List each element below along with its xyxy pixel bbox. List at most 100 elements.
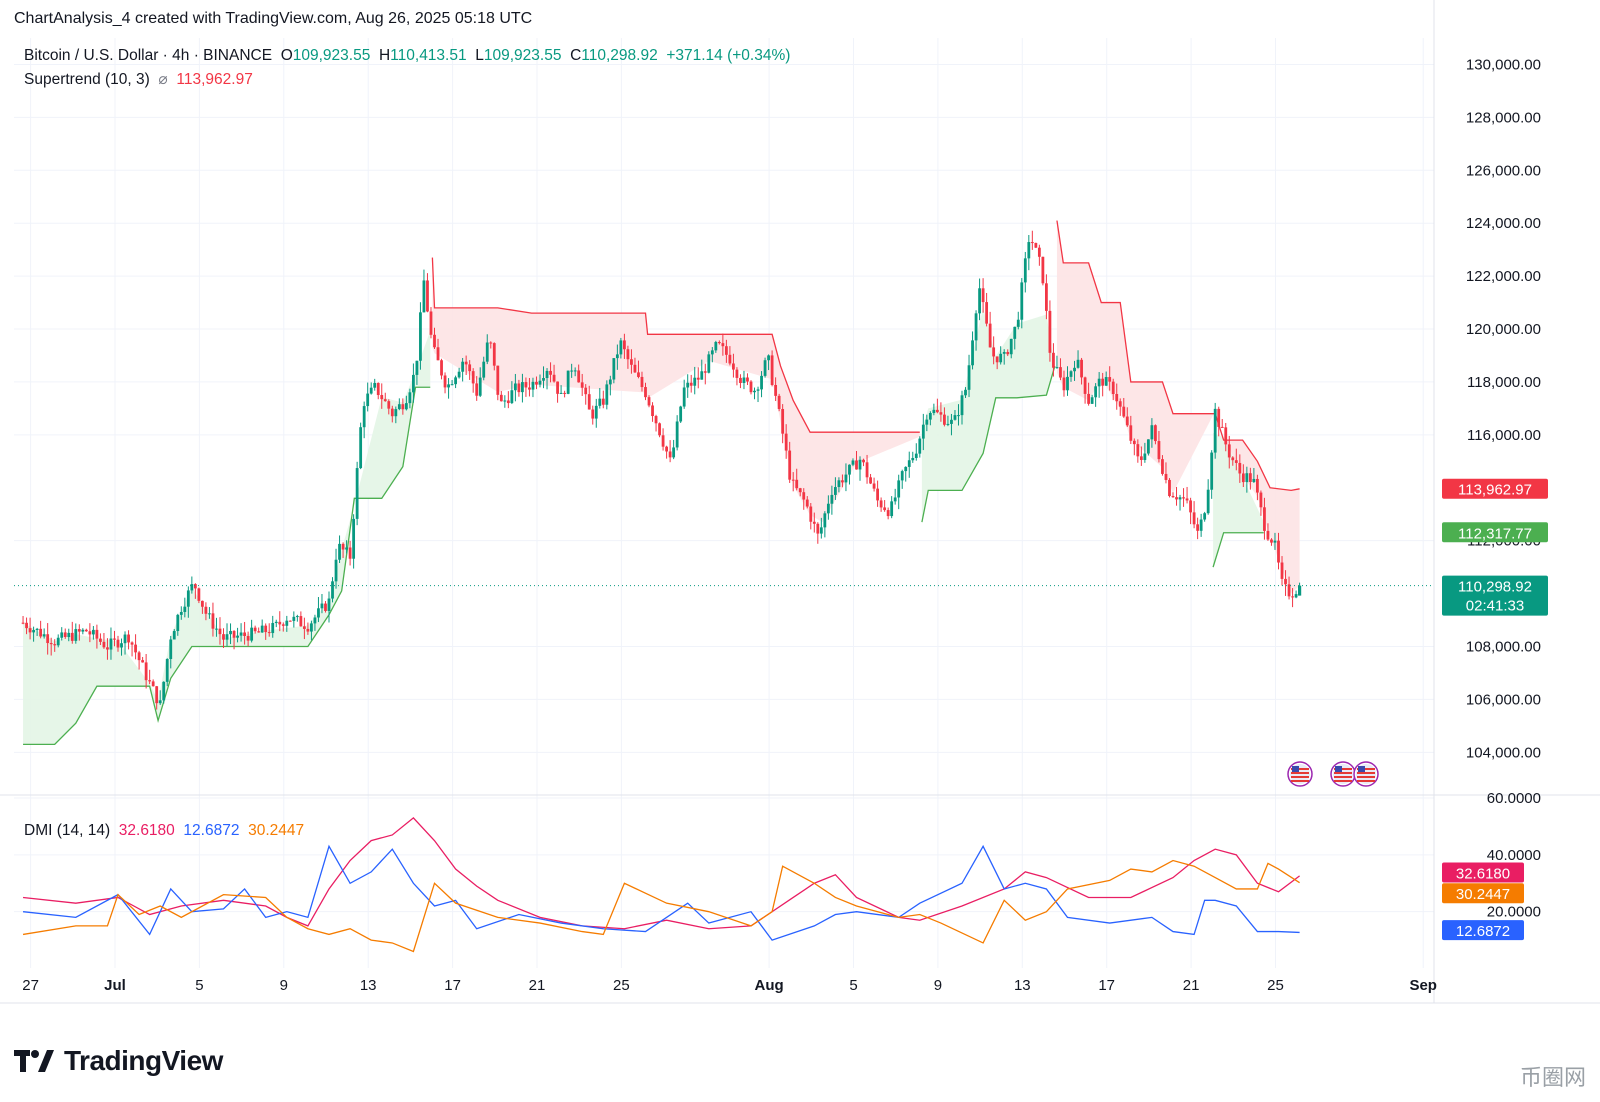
close-label: C	[570, 47, 582, 64]
candle-body	[1248, 473, 1252, 482]
candle-body	[1034, 242, 1038, 248]
time-tick-label: 21	[1183, 977, 1200, 994]
candle-body	[496, 365, 500, 395]
candle-body	[637, 372, 640, 377]
candle-body	[703, 371, 707, 373]
candle-body	[292, 616, 296, 621]
us-flag-icon[interactable]	[1330, 761, 1356, 787]
candle-body	[295, 616, 299, 618]
last-price-badge-bg	[1442, 575, 1548, 616]
candle-body	[710, 350, 714, 355]
candle-body	[397, 404, 401, 410]
candle-body	[1294, 594, 1298, 598]
candle-body	[753, 390, 756, 393]
candle-body	[1259, 492, 1263, 508]
candle-body	[1168, 479, 1171, 497]
candle-body	[1154, 425, 1157, 442]
candle-body	[950, 419, 953, 424]
candle-body	[422, 280, 426, 313]
event-flags[interactable]	[1287, 761, 1379, 787]
supertrend-line-segment	[1212, 532, 1264, 568]
candle-body	[573, 370, 577, 372]
candle-body	[1245, 473, 1249, 483]
candle-body	[876, 488, 879, 501]
candle-body	[211, 613, 215, 629]
candle-body	[798, 488, 802, 493]
dmi-label[interactable]: DMI (14, 14)	[24, 822, 111, 839]
candle-body	[1006, 351, 1010, 355]
candle-body	[545, 370, 549, 379]
symbol-name[interactable]: Bitcoin / U.S. Dollar · 4h · BINANCE	[24, 47, 273, 64]
candle-body	[563, 392, 567, 394]
candle-body	[862, 459, 865, 463]
candle-body	[964, 389, 967, 396]
time-tick-label: 25	[1267, 977, 1284, 994]
candle-body	[186, 590, 190, 607]
time-tick-label: Aug	[755, 977, 784, 994]
dmi-legend[interactable]: DMI (14, 14) 32.6180 12.6872 30.2447	[24, 822, 304, 840]
candle-body	[278, 621, 282, 625]
high-label: H	[378, 47, 391, 64]
candle-body	[447, 384, 450, 388]
tradingview-logo[interactable]: TradingView	[14, 1045, 223, 1077]
candle-body	[1298, 585, 1302, 596]
price-tick-label: 104,000.00	[1466, 744, 1541, 761]
candle-body	[302, 626, 306, 629]
supertrend-label[interactable]: Supertrend (10, 3)	[24, 71, 150, 88]
supertrend-legend[interactable]: Supertrend (10, 3) ⌀ 113,962.97	[24, 70, 253, 89]
candle-body	[197, 588, 201, 601]
candle-body	[1178, 497, 1182, 500]
adx-badge-bg	[1442, 883, 1524, 904]
candle-body	[1125, 416, 1129, 426]
candle-body	[686, 382, 690, 388]
candle-body	[1062, 377, 1066, 391]
candle-body	[454, 377, 457, 385]
candle-body	[921, 424, 925, 439]
candle-body	[907, 460, 911, 467]
dmi-series-line	[22, 844, 1300, 941]
candle-body	[1210, 452, 1214, 490]
candle-body	[426, 280, 429, 312]
candle-body	[513, 383, 517, 391]
low-label: L	[475, 47, 484, 64]
candle-body	[517, 383, 521, 393]
candle-body	[770, 355, 774, 385]
candle-body	[1090, 397, 1094, 404]
candle-body	[707, 354, 711, 373]
candle-body	[816, 523, 820, 534]
candle-body	[113, 638, 116, 640]
candle-body	[552, 374, 556, 382]
candle-body	[243, 632, 246, 636]
last-price-badge-text: 02:41:33	[1466, 598, 1524, 615]
candle-body	[232, 630, 236, 638]
us-flag-icon[interactable]	[1353, 761, 1379, 787]
supertrend-fill-area	[1056, 220, 1300, 594]
candle-body	[1143, 453, 1147, 460]
candle-body	[1016, 319, 1020, 327]
us-flag-icon[interactable]	[1287, 761, 1313, 787]
candle-body	[640, 376, 644, 388]
candle-body	[84, 629, 88, 632]
candle-body	[925, 419, 929, 425]
candle-body	[99, 638, 102, 642]
candle-body	[661, 435, 665, 447]
candle-body	[193, 584, 197, 589]
candle-body	[1164, 473, 1168, 480]
candle-body	[1030, 242, 1034, 244]
candle-body	[32, 630, 35, 633]
candle-body	[928, 413, 932, 420]
candle-body	[204, 606, 208, 614]
candle-body	[324, 603, 327, 611]
candle-body	[433, 334, 436, 348]
candle-body	[911, 457, 915, 461]
candle-body	[1122, 406, 1126, 417]
candle-body	[542, 378, 545, 381]
candle-body	[1118, 401, 1122, 407]
candle-body	[939, 412, 943, 415]
price-tick-label: 118,000.00	[1467, 374, 1541, 391]
symbol-legend[interactable]: Bitcoin / U.S. Dollar · 4h · BINANCE O10…	[24, 47, 790, 65]
candle-body	[1002, 351, 1006, 354]
candle-body	[1171, 496, 1175, 498]
tradingview-logo-icon	[14, 1050, 54, 1072]
